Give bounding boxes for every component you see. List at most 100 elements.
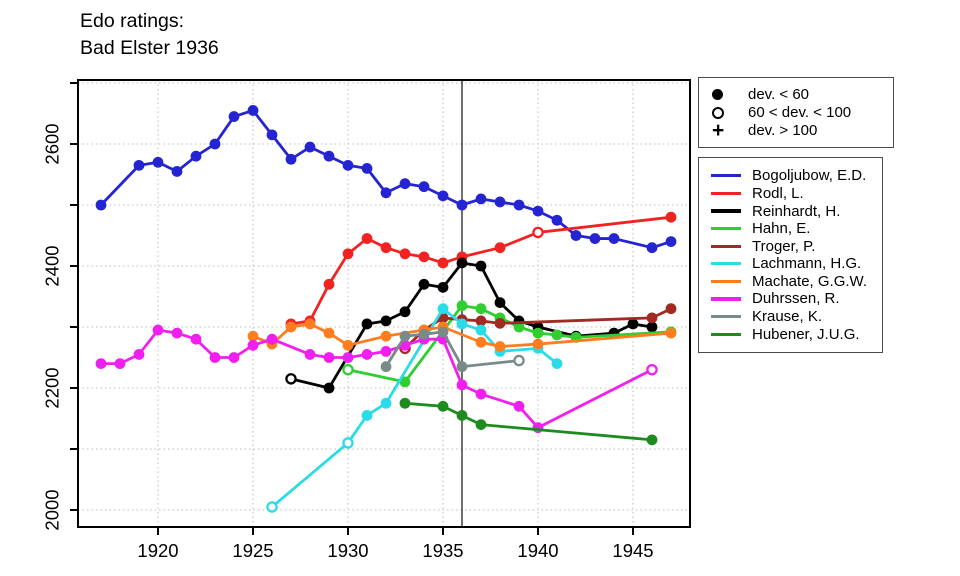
grid: [78, 80, 690, 527]
series-reinhardt: [285, 257, 658, 394]
series-duhrssen-point-1917: [95, 358, 107, 369]
series-rodl-point-1935: [437, 257, 449, 269]
series-bogoljubow-point-1924: [228, 111, 240, 122]
player-name: Duhrssen, R.: [752, 290, 840, 308]
series-hahn-point-1936: [456, 300, 468, 312]
series-lachmann-open-point-1926: [266, 501, 278, 513]
series-reinhardt-point-1934: [418, 278, 430, 290]
series-duhrssen-point-1929: [323, 352, 335, 363]
player-legend-row-hahn: Hahn, E.: [711, 220, 876, 238]
series-bogoljubow-point-1927: [285, 153, 297, 165]
x-tick-label-1945: 1945: [612, 540, 653, 561]
x-tick-label-1940: 1940: [517, 540, 558, 561]
series-bogoljubow-point-1931: [361, 163, 373, 174]
series-lachmann-point-1941: [551, 358, 563, 369]
series-hahn-open-point-1930: [342, 363, 354, 376]
series-bogoljubow-point-1935: [437, 190, 449, 202]
series-duhrssen-point-1921: [171, 327, 183, 339]
series-krause-point-1936: [456, 361, 468, 373]
series-duhrssen-point-1924: [228, 352, 240, 363]
series-rodl-point-1930: [342, 248, 354, 260]
series-bogoljubow-point-1917: [95, 199, 107, 211]
series-bogoljubow-point-1920: [152, 156, 164, 168]
marker-legend-row-0: dev. < 60: [712, 86, 893, 104]
line-swatch-icon: [711, 262, 741, 266]
series-bogoljubow-point-1947: [665, 236, 677, 248]
series-rodl-open-point-1940: [532, 226, 544, 239]
chart-title-line1: Edo ratings:: [80, 10, 185, 32]
series-bogoljubow-point-1925: [247, 105, 259, 116]
line-swatch-icon: [711, 297, 741, 301]
series-hubener-point-1935: [437, 400, 449, 412]
player-name: Bogoljubow, E.D.: [752, 167, 867, 185]
series-machate-point-1947: [665, 327, 677, 339]
series-machate-point-1925: [247, 330, 259, 342]
series-hahn-point-1941: [551, 329, 563, 341]
series-lachmann-point-1935: [437, 303, 449, 315]
chart-title: Edo ratings: Bad Elster 1936: [80, 8, 219, 62]
series-duhrssen-point-1936: [456, 379, 468, 391]
marker-legend-label: dev. < 60: [748, 86, 810, 103]
series-reinhardt-point-1936: [456, 257, 468, 269]
series-troger-point-1937: [475, 315, 487, 327]
marker-legend-row-2: + dev. > 100: [712, 118, 893, 142]
series-duhrssen-point-1937: [475, 388, 487, 400]
series-machate-point-1930: [342, 339, 354, 351]
series-bogoljubow-point-1946: [646, 242, 658, 254]
line-swatch-icon: [711, 174, 741, 178]
series-reinhardt-point-1929: [323, 382, 335, 394]
series-machate-point-1928: [304, 318, 316, 330]
series-hahn-point-1937: [475, 303, 487, 315]
series-troger-point-1938: [494, 317, 506, 329]
series-machate-point-1927: [285, 321, 297, 333]
plus-glyph: +: [712, 118, 725, 142]
series-troger-point-1947: [665, 303, 677, 315]
player-legend-row-troger: Troger, P.: [711, 237, 876, 255]
player-name: Krause, K.: [752, 308, 823, 326]
series-duhrssen-point-1918: [114, 358, 126, 369]
series-bogoljubow-point-1928: [304, 141, 316, 153]
series-hubener-point-1936: [456, 410, 468, 421]
y-tick-label-2000: 2000: [42, 489, 63, 530]
series-machate-point-1938: [494, 341, 506, 352]
series-duhrssen-point-1928: [304, 349, 316, 360]
player-legend-row-rodl: Rodl, L.: [711, 185, 876, 203]
player-name: Reinhardt, H.: [752, 202, 841, 220]
series-lachmann-point-1936: [456, 318, 468, 330]
series-reinhardt-point-1937: [475, 260, 487, 272]
y-tick-label-2600: 2600: [42, 123, 63, 164]
series-troger-point-1946: [646, 312, 658, 324]
series-rodl-point-1938: [494, 242, 506, 254]
player-legend-row-bogoljubow: Bogoljubow, E.D.: [711, 167, 876, 185]
series-reinhardt-open-point-1927: [285, 373, 297, 385]
series-bogoljubow-point-1943: [589, 233, 601, 244]
filled-circle-glyph: [712, 89, 723, 100]
series-bogoljubow: [95, 105, 677, 254]
line-swatch-icon: [711, 314, 741, 319]
series-duhrssen-point-1923: [209, 352, 221, 363]
player-legend-row-reinhardt: Reinhardt, H.: [711, 202, 876, 220]
player-legend-row-hubener: Hubener, J.U.G.: [711, 325, 876, 343]
series-rodl-point-1929: [323, 278, 335, 290]
series-lachmann-point-1937: [475, 324, 487, 336]
marker-legend-label: dev. > 100: [748, 122, 818, 139]
series-bogoljubow-point-1929: [323, 150, 335, 162]
series-bogoljubow-point-1933: [399, 178, 411, 190]
series-rodl-point-1931: [361, 233, 373, 244]
series-lachmann-line: [271, 307, 558, 509]
series-reinhardt-point-1938: [494, 297, 506, 308]
plus-icon: +: [712, 118, 748, 142]
player-name: Troger, P.: [752, 237, 816, 255]
series-bogoljubow-point-1938: [494, 196, 506, 208]
x-tick-label-1935: 1935: [422, 540, 463, 561]
player-name: Hubener, J.U.G.: [752, 325, 860, 343]
series-hubener: [399, 397, 658, 446]
series-reinhardt-point-1946: [646, 321, 658, 333]
series-duhrssen-point-1925: [247, 339, 259, 351]
series-lachmann-point-1932: [380, 397, 392, 409]
series-bogoljubow-point-1944: [608, 233, 620, 244]
player-legend-row-krause: Krause, K.: [711, 308, 876, 326]
series-bogoljubow-point-1930: [342, 159, 354, 171]
series-krause-open-point-1939: [513, 354, 525, 367]
marker-legend-label: 60 < dev. < 100: [748, 104, 852, 121]
